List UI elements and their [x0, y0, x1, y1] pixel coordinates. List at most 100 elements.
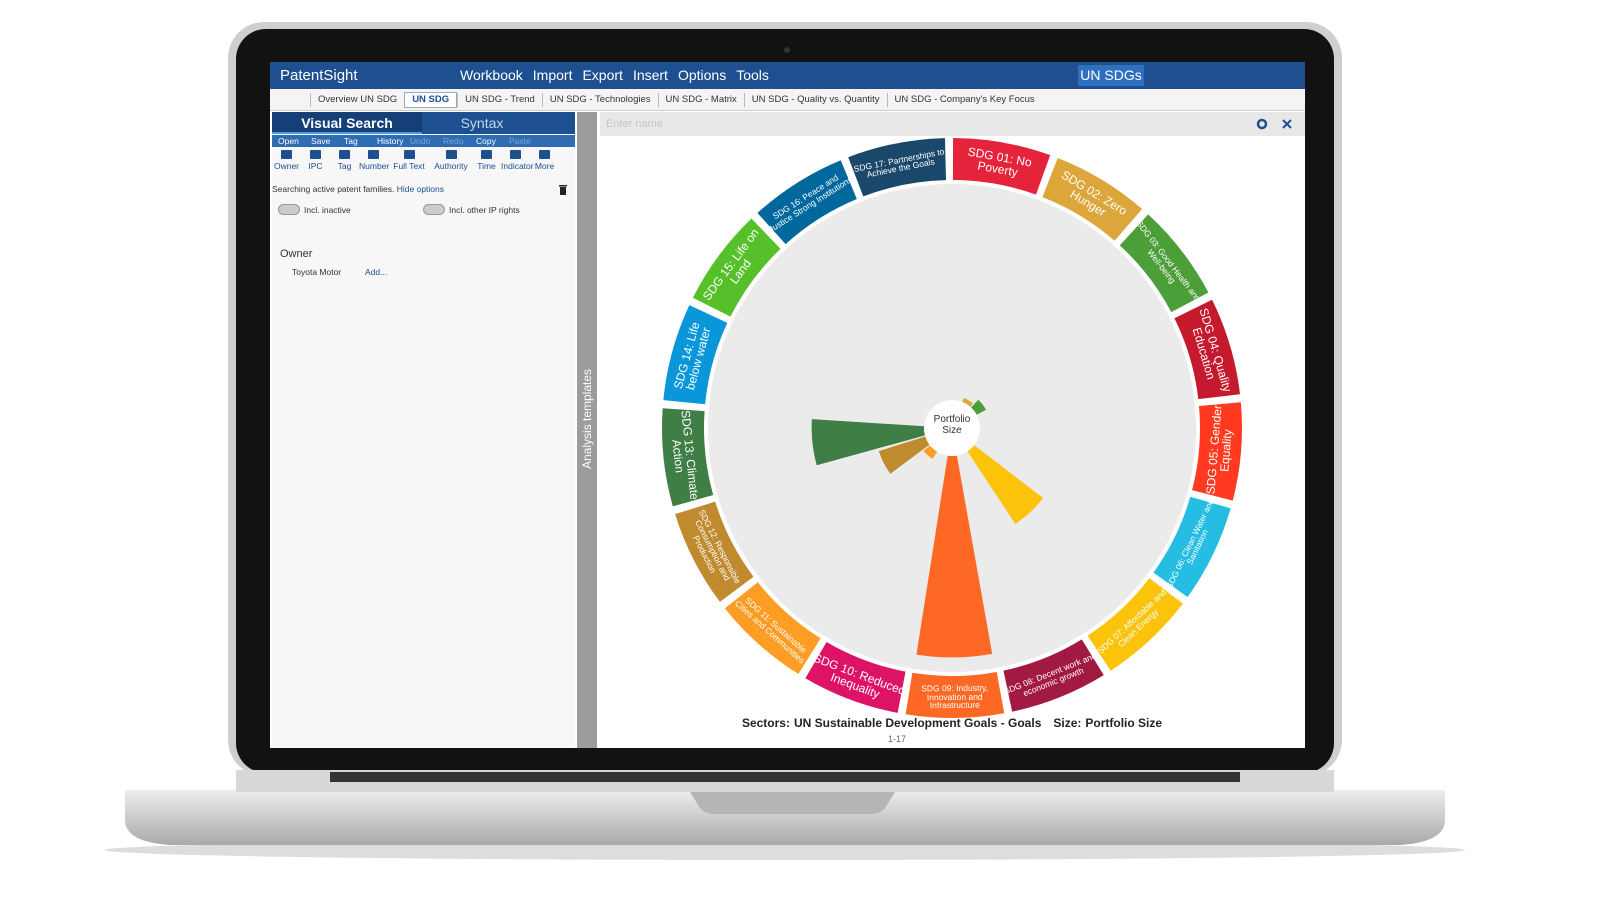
sector-band[interactable] [1174, 299, 1241, 400]
tool-button[interactable]: Tag [330, 150, 359, 171]
tool-icon [281, 150, 292, 159]
name-input[interactable]: Enter name [606, 118, 663, 130]
tool-button[interactable]: Indicator [501, 150, 534, 171]
status-text: Searching active patent families. [272, 184, 395, 194]
chart: SDG 01: No Poverty SDG 02: Zero HungerSDG… [662, 138, 1242, 744]
name-bar: Enter name [600, 112, 1305, 136]
tab[interactable]: Overview UN SDG [310, 92, 404, 107]
footer: Sectors: UN Sustainable Development Goals… [742, 716, 1162, 730]
center-label-box: Portfolio Size [933, 414, 971, 436]
tool-button[interactable]: Authority [430, 150, 472, 171]
tool-icon [403, 150, 415, 159]
pager[interactable]: 1-17 [888, 734, 906, 744]
sector-band[interactable] [1087, 578, 1183, 671]
tool-button[interactable]: IPC [301, 150, 330, 171]
menu-bar: PatentSight Workbook Import Export Insert Op… [270, 62, 1305, 89]
sector-band[interactable] [1119, 214, 1209, 313]
tool-label: Owner [273, 161, 300, 171]
trash-icon[interactable] [558, 184, 568, 195]
sector-band[interactable] [905, 671, 1005, 719]
panel-icons[interactable] [1256, 118, 1296, 130]
bar-wedge [916, 455, 993, 658]
footer-sectors-value: UN Sustainable Development Goals - Goals [794, 716, 1042, 730]
sector-band[interactable] [663, 305, 728, 405]
toggle-switch [278, 204, 300, 215]
tool-icon [368, 150, 379, 159]
tools: Owner IPC Tag Number Full Text Authority Time I… [272, 150, 559, 171]
tool-button[interactable]: More [530, 150, 559, 171]
tab[interactable]: UN SDG - Company's Key Focus [886, 92, 1042, 107]
owner-label[interactable]: Owner [280, 248, 313, 260]
keyboard-edge [330, 772, 1240, 782]
action-button[interactable]: Copy [476, 136, 496, 146]
menu-item[interactable]: Options [677, 67, 727, 83]
owner-value: Toyota Motor [292, 267, 342, 277]
tool-label: Full Text [393, 161, 425, 171]
tool-button[interactable]: Owner [272, 150, 301, 171]
sector-label-box: SDG 05: Gender Equality [1203, 404, 1235, 495]
menu-item[interactable]: Export [582, 67, 623, 83]
sector-band[interactable] [757, 160, 857, 245]
screen: PatentSight Workbook Import Export Insert Op… [270, 62, 1305, 748]
sector-band[interactable] [1003, 639, 1104, 712]
action-button[interactable]: Undo [410, 136, 431, 146]
menu-item[interactable]: Workbook [460, 67, 523, 83]
bar-wedge [923, 445, 938, 459]
mode-tab[interactable]: Visual Search [272, 112, 422, 134]
action-button[interactable]: Open [278, 136, 299, 146]
menu-item[interactable]: Insert [632, 67, 668, 83]
actions: Open Save Tag History Undo Redo Copy Paste [278, 135, 542, 147]
sector-band[interactable] [1042, 157, 1143, 241]
templates-label: Analysis templates [580, 368, 594, 470]
status-link[interactable]: Hide options [396, 184, 445, 194]
tool-icon [339, 150, 350, 159]
action-button[interactable]: History [377, 136, 404, 146]
center-label: Portfolio Size [933, 414, 971, 436]
tab-bar: Overview UN SDG UN SDG UN SDG - Trend UN SD… [270, 89, 1305, 111]
tab[interactable]: UN SDG - Matrix [657, 92, 744, 107]
sector-band[interactable] [692, 218, 781, 317]
search-panel: Visual Search Syntax Open Save Tag History U… [272, 112, 575, 748]
tool-icon [310, 150, 321, 159]
sector-band[interactable] [805, 641, 906, 713]
sector-band[interactable] [724, 582, 821, 674]
tool-label: Tag [337, 161, 352, 171]
camera [784, 47, 790, 53]
sector-band[interactable] [1192, 402, 1242, 501]
menu-item[interactable]: Import [532, 67, 573, 83]
footer-size-label: Size: [1053, 716, 1081, 730]
workspace-button[interactable]: UN SDGs [1078, 65, 1144, 86]
sector-band[interactable] [1153, 496, 1231, 598]
notch [690, 792, 895, 814]
action-button[interactable]: Tag [344, 136, 358, 146]
owner-add[interactable]: Add... [365, 267, 388, 277]
menu-item[interactable]: Tools [736, 67, 769, 83]
tool-label: More [534, 161, 555, 171]
tab[interactable]: UN SDG - Trend [457, 92, 542, 107]
sector-band[interactable] [662, 408, 714, 507]
sector-band[interactable] [675, 501, 754, 602]
tab[interactable]: UN SDG - Quality vs. Quantity [743, 92, 887, 107]
tab[interactable]: UN SDG [404, 91, 458, 108]
mode-tab[interactable]: Syntax [460, 115, 504, 131]
sector-band[interactable] [848, 138, 946, 197]
tab[interactable]: UN SDG - Technologies [541, 92, 658, 107]
bar-wedge [811, 419, 926, 466]
sector-label: SDG 05: Gender Equality [1203, 404, 1235, 495]
tool-label: Authority [434, 161, 468, 171]
tool-label: Number [359, 161, 390, 171]
toggle[interactable]: Incl. other IP rights [423, 204, 520, 215]
tool-button[interactable]: Time [472, 150, 501, 171]
tool-button[interactable]: Full Text [388, 150, 430, 171]
sector-band[interactable] [952, 138, 1051, 195]
footer-sectors-label: Sectors: [742, 716, 790, 730]
toggle[interactable]: Incl. inactive [278, 204, 351, 215]
templates-strip[interactable]: Analysis templates [577, 112, 597, 748]
action-button[interactable]: Redo [443, 136, 464, 146]
toggle-label: Incl. other IP rights [449, 204, 520, 215]
action-button[interactable]: Save [311, 136, 331, 146]
tool-label: IPC [308, 161, 323, 171]
tool-button[interactable]: Number [359, 150, 390, 171]
action-button[interactable]: Paste [509, 136, 531, 146]
